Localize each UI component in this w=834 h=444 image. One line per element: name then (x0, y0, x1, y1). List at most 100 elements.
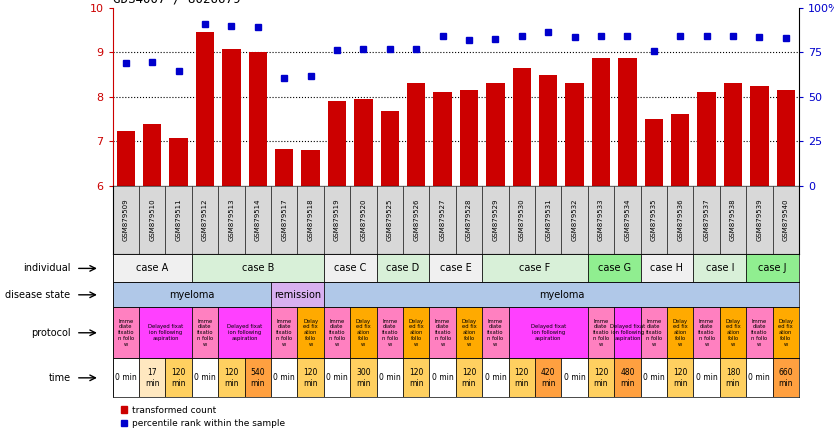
Text: Imme
diate
fixatio
n follo
w: Imme diate fixatio n follo w (118, 319, 134, 347)
FancyBboxPatch shape (588, 307, 614, 358)
Text: GSM879527: GSM879527 (440, 199, 445, 241)
Text: 120
min: 120 min (515, 368, 529, 388)
Text: GSM879513: GSM879513 (229, 198, 234, 242)
Text: 0 min: 0 min (564, 373, 585, 382)
FancyBboxPatch shape (139, 358, 165, 397)
FancyBboxPatch shape (192, 307, 219, 358)
Text: case B: case B (242, 263, 274, 274)
Text: 120
min: 120 min (224, 368, 239, 388)
Bar (222, 49, 241, 186)
Text: case E: case E (440, 263, 472, 274)
Text: case A: case A (136, 263, 168, 274)
FancyBboxPatch shape (244, 358, 271, 397)
Text: Imme
diate
fixatio
n follo
w: Imme diate fixatio n follo w (329, 319, 345, 347)
FancyBboxPatch shape (350, 307, 377, 358)
FancyBboxPatch shape (614, 186, 641, 254)
FancyBboxPatch shape (403, 358, 430, 397)
FancyBboxPatch shape (535, 358, 561, 397)
Text: 420
min: 420 min (541, 368, 555, 388)
FancyBboxPatch shape (324, 307, 350, 358)
FancyBboxPatch shape (113, 282, 271, 307)
Text: GSM879518: GSM879518 (308, 198, 314, 242)
Text: 0 min: 0 min (748, 373, 771, 382)
Bar (565, 83, 584, 186)
FancyBboxPatch shape (667, 186, 693, 254)
Text: 17
min: 17 min (145, 368, 159, 388)
FancyBboxPatch shape (192, 186, 219, 254)
FancyBboxPatch shape (509, 186, 535, 254)
Text: individual: individual (23, 263, 70, 274)
FancyBboxPatch shape (693, 307, 720, 358)
Text: GSM879511: GSM879511 (176, 198, 182, 242)
Text: GSM879540: GSM879540 (783, 199, 789, 241)
FancyBboxPatch shape (561, 358, 588, 397)
Text: 120
min: 120 min (594, 368, 608, 388)
FancyBboxPatch shape (298, 307, 324, 358)
Text: GSM879514: GSM879514 (254, 199, 261, 241)
FancyBboxPatch shape (720, 186, 746, 254)
Text: GSM879539: GSM879539 (756, 198, 762, 242)
Text: 660
min: 660 min (778, 368, 793, 388)
FancyBboxPatch shape (324, 254, 377, 282)
Bar (776, 90, 795, 186)
Text: Imme
diate
fixatio
n follo
w: Imme diate fixatio n follo w (593, 319, 609, 347)
FancyBboxPatch shape (219, 186, 244, 254)
FancyBboxPatch shape (324, 282, 799, 307)
Text: Imme
diate
fixatio
n follo
w: Imme diate fixatio n follo w (646, 319, 662, 347)
Bar (301, 150, 319, 186)
FancyBboxPatch shape (693, 358, 720, 397)
FancyBboxPatch shape (430, 254, 482, 282)
Bar (407, 83, 425, 186)
Text: Imme
diate
fixatio
n follo
w: Imme diate fixatio n follo w (435, 319, 451, 347)
Bar (169, 138, 188, 186)
Text: case G: case G (598, 263, 631, 274)
FancyBboxPatch shape (588, 358, 614, 397)
Bar (645, 119, 663, 186)
Text: case F: case F (520, 263, 550, 274)
FancyBboxPatch shape (219, 358, 244, 397)
Bar (513, 68, 531, 186)
Text: 540
min: 540 min (250, 368, 265, 388)
Text: 120
min: 120 min (673, 368, 687, 388)
FancyBboxPatch shape (113, 186, 139, 254)
Text: GSM879529: GSM879529 (492, 199, 499, 241)
Bar (724, 83, 742, 186)
Text: 0 min: 0 min (643, 373, 665, 382)
FancyBboxPatch shape (271, 307, 298, 358)
FancyBboxPatch shape (720, 358, 746, 397)
FancyBboxPatch shape (139, 186, 165, 254)
FancyBboxPatch shape (641, 186, 667, 254)
FancyBboxPatch shape (614, 307, 641, 358)
Text: GSM879534: GSM879534 (625, 199, 631, 241)
FancyBboxPatch shape (377, 254, 430, 282)
Text: Imme
diate
fixatio
n follo
w: Imme diate fixatio n follo w (381, 319, 398, 347)
Text: Delayed fixat
ion following
aspiration: Delayed fixat ion following aspiration (530, 325, 565, 341)
Text: GSM879531: GSM879531 (545, 198, 551, 242)
FancyBboxPatch shape (746, 358, 772, 397)
Text: Delay
ed fix
ation
follo
w: Delay ed fix ation follo w (726, 319, 741, 347)
Text: case C: case C (334, 263, 366, 274)
Text: disease state: disease state (5, 290, 70, 300)
Text: 0 min: 0 min (696, 373, 717, 382)
FancyBboxPatch shape (746, 186, 772, 254)
Text: GSM879510: GSM879510 (149, 198, 155, 242)
FancyBboxPatch shape (113, 358, 139, 397)
FancyBboxPatch shape (350, 186, 377, 254)
FancyBboxPatch shape (482, 307, 509, 358)
Text: 0 min: 0 min (274, 373, 295, 382)
Text: Delay
ed fix
ation
follo
w: Delay ed fix ation follo w (303, 319, 318, 347)
Bar (380, 111, 399, 186)
Text: 120
min: 120 min (171, 368, 186, 388)
FancyBboxPatch shape (772, 358, 799, 397)
FancyBboxPatch shape (165, 358, 192, 397)
FancyBboxPatch shape (244, 186, 271, 254)
Text: 120
min: 120 min (462, 368, 476, 388)
FancyBboxPatch shape (588, 254, 641, 282)
FancyBboxPatch shape (403, 307, 430, 358)
Text: Imme
diate
fixatio
n follo
w: Imme diate fixatio n follo w (197, 319, 214, 347)
Bar (143, 124, 162, 186)
Text: case J: case J (758, 263, 786, 274)
FancyBboxPatch shape (324, 358, 350, 397)
FancyBboxPatch shape (377, 358, 403, 397)
Text: GSM879525: GSM879525 (387, 199, 393, 241)
